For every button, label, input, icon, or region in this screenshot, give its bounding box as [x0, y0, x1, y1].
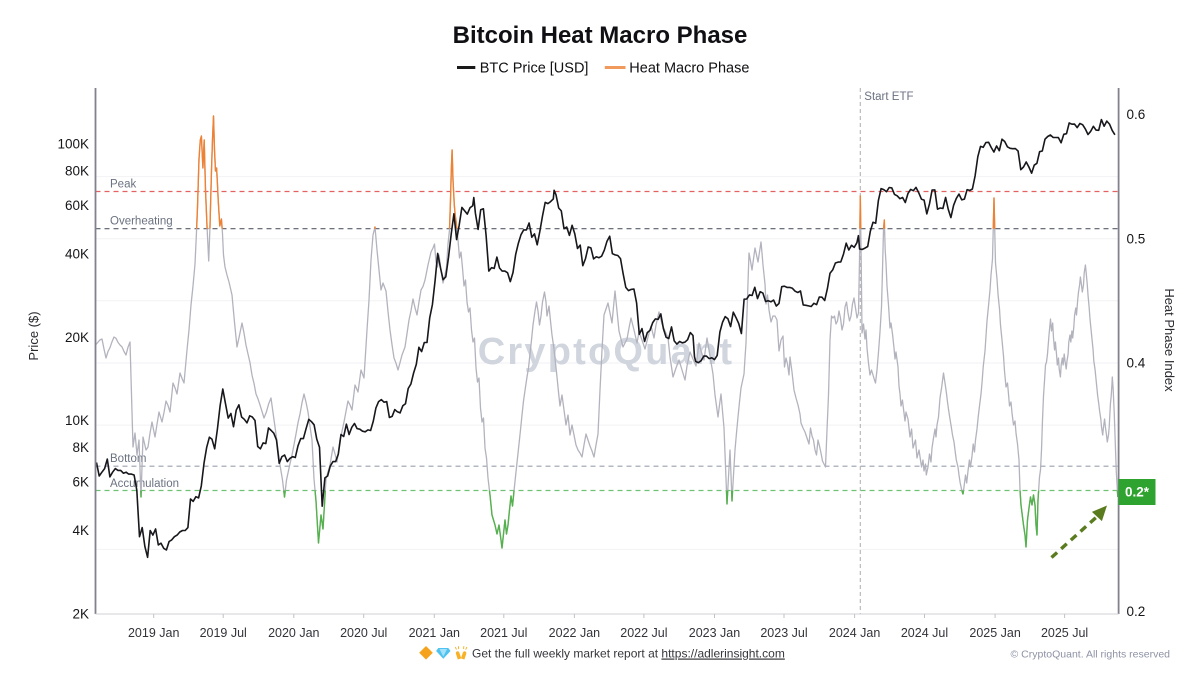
svg-text:0.2: 0.2	[1127, 604, 1146, 619]
svg-text:20K: 20K	[65, 330, 89, 345]
svg-text:2024 Jan: 2024 Jan	[829, 626, 880, 640]
svg-text:2K: 2K	[72, 606, 89, 621]
svg-text:2019 Jul: 2019 Jul	[200, 626, 247, 640]
svg-text:0.6: 0.6	[1127, 107, 1146, 122]
svg-text:2024 Jul: 2024 Jul	[901, 626, 948, 640]
svg-text:10K: 10K	[65, 413, 89, 428]
svg-text:BTC Price [USD]: BTC Price [USD]	[480, 60, 589, 76]
svg-text:2023 Jan: 2023 Jan	[689, 626, 740, 640]
svg-text:2025 Jan: 2025 Jan	[969, 626, 1020, 640]
svg-text:2019 Jan: 2019 Jan	[128, 626, 179, 640]
svg-text:4K: 4K	[72, 523, 89, 538]
svg-text:Heat Phase Index: Heat Phase Index	[1162, 288, 1177, 392]
svg-text:2021 Jul: 2021 Jul	[480, 626, 527, 640]
svg-text:0.5: 0.5	[1127, 231, 1146, 246]
svg-text:2023 Jul: 2023 Jul	[760, 626, 807, 640]
svg-text:0.4: 0.4	[1127, 356, 1146, 371]
svg-text:Get the full weekly market rep: Get the full weekly market report at htt…	[472, 647, 785, 661]
svg-text:2025 Jul: 2025 Jul	[1041, 626, 1088, 640]
svg-text:Bitcoin Heat Macro Phase: Bitcoin Heat Macro Phase	[453, 22, 748, 49]
svg-text:100K: 100K	[57, 137, 89, 152]
svg-text:Price ($): Price ($)	[26, 311, 41, 360]
svg-text:© CryptoQuant. All rights rese: © CryptoQuant. All rights reserved	[1011, 648, 1171, 660]
svg-text:CryptoQuant: CryptoQuant	[478, 331, 734, 373]
svg-text:Bottom: Bottom	[110, 453, 146, 465]
svg-text:2020 Jul: 2020 Jul	[340, 626, 387, 640]
svg-text:Start ETF: Start ETF	[864, 91, 913, 103]
svg-text:2022 Jul: 2022 Jul	[620, 626, 667, 640]
svg-text:Heat Macro Phase: Heat Macro Phase	[629, 60, 749, 76]
svg-text:8K: 8K	[72, 440, 89, 455]
svg-text:60K: 60K	[65, 198, 89, 213]
svg-text:2022 Jan: 2022 Jan	[549, 626, 600, 640]
svg-text:0.2*: 0.2*	[1125, 485, 1150, 500]
svg-text:80K: 80K	[65, 163, 89, 178]
svg-text:6K: 6K	[72, 474, 89, 489]
svg-text:Accumulation: Accumulation	[110, 478, 179, 490]
svg-text:40K: 40K	[65, 247, 89, 262]
svg-text:Peak: Peak	[110, 179, 136, 191]
svg-text:2021 Jan: 2021 Jan	[409, 626, 460, 640]
svg-text:2020 Jan: 2020 Jan	[268, 626, 319, 640]
svg-text:Overheating: Overheating	[110, 216, 173, 228]
